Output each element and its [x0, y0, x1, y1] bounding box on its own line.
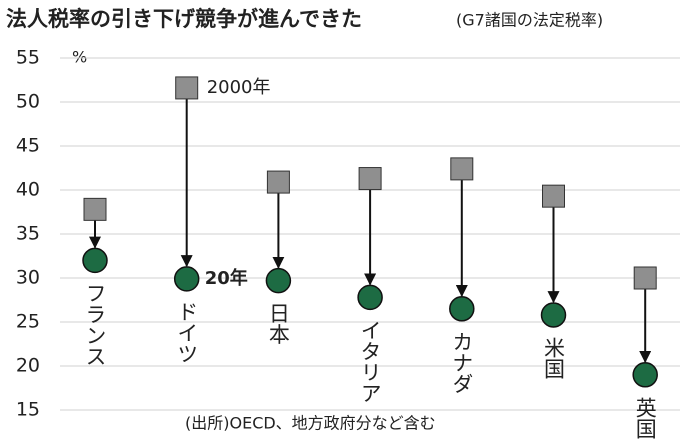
y-tick-label: 20: [16, 355, 40, 377]
y-tick-label: 50: [16, 91, 40, 113]
marker-20: [357, 284, 383, 311]
marker-20: [173, 266, 200, 292]
marker-20: [82, 247, 108, 274]
category-label: イタリア: [358, 319, 382, 403]
marker-20: [632, 362, 658, 388]
category-label: フランス: [83, 282, 107, 366]
marker-2000: [542, 184, 565, 208]
legend-label: 20年: [205, 267, 248, 289]
marker-2000: [633, 266, 657, 290]
chart-subtitle: (G7諸国の法定税率): [456, 11, 603, 30]
marker-2000: [266, 170, 290, 194]
y-tick-label: 30: [16, 267, 40, 289]
y-tick-label: 55: [16, 47, 40, 69]
category-label: 日本: [266, 303, 290, 345]
y-unit: %: [72, 48, 87, 67]
marker-2000: [83, 197, 107, 221]
y-tick-label: 15: [16, 399, 40, 421]
category-label: ドイツ: [175, 301, 199, 364]
marker-2000: [450, 157, 474, 181]
marker-2000: [175, 76, 199, 100]
source-note: (出所)OECD、地方政府分など含む: [185, 414, 436, 433]
marker-2000: [358, 167, 382, 191]
category-label: 英国: [633, 397, 657, 439]
legend-label: 2000年: [207, 77, 271, 98]
y-tick-label: 45: [16, 135, 40, 157]
y-tick-label: 35: [16, 223, 40, 245]
marker-20: [540, 302, 567, 328]
y-tick-label: 25: [16, 311, 40, 333]
category-label: 米国: [542, 337, 566, 379]
y-tick-label: 40: [16, 179, 40, 201]
chart-title: 法人税率の引き下げ競争が進んできた: [6, 7, 362, 31]
marker-20: [449, 296, 475, 322]
marker-20: [265, 267, 292, 294]
category-label: カナダ: [450, 331, 474, 394]
